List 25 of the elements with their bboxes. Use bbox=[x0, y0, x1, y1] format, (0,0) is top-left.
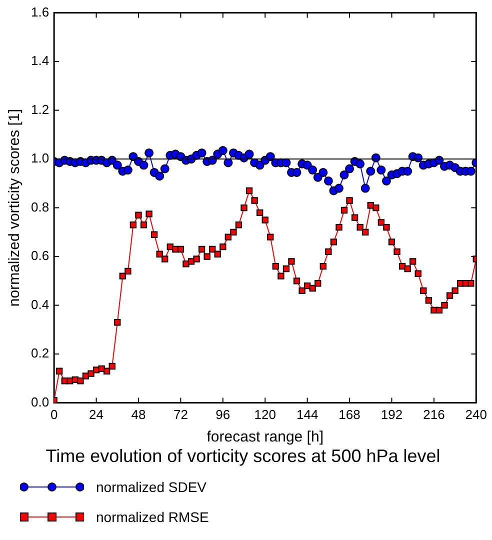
y-tick-label: 0.6 bbox=[30, 248, 50, 264]
x-axis-title: forecast range [h] bbox=[206, 428, 324, 446]
legend-label: normalized SDEV bbox=[96, 479, 206, 495]
x-tick-label: 48 bbox=[131, 407, 146, 422]
y-axis-title: normalized vorticity scores [1] bbox=[6, 109, 24, 307]
x-tick-label: 0 bbox=[50, 407, 58, 422]
x-tick-label: 240 bbox=[465, 407, 488, 422]
text: Time evolution of vorticity scores at 500 hPa level bbox=[46, 446, 440, 466]
y-tick-label: 0.4 bbox=[30, 296, 50, 312]
x-tick-label: 144 bbox=[296, 407, 318, 422]
x-tick-label: 120 bbox=[254, 407, 276, 422]
x-tick-label: 168 bbox=[338, 407, 360, 422]
x-tick-label: 24 bbox=[89, 407, 104, 422]
y-tick-label: 0.2 bbox=[30, 346, 50, 361]
y-tick-label: 1.6 bbox=[30, 4, 50, 20]
y-tick-label: 0.0 bbox=[30, 394, 50, 410]
y-tick-label: 0.8 bbox=[30, 199, 50, 214]
x-tick-label: 216 bbox=[423, 407, 445, 422]
y-tick-label: 1.0 bbox=[30, 150, 50, 166]
legend-label: normalized RMSE bbox=[96, 509, 209, 525]
y-tick-label: 1.4 bbox=[30, 53, 50, 68]
x-tick-label: 192 bbox=[380, 407, 403, 422]
x-tick-label: 96 bbox=[216, 407, 230, 422]
y-tick-label: 1.2 bbox=[30, 102, 50, 117]
x-tick-label: 72 bbox=[173, 407, 188, 422]
